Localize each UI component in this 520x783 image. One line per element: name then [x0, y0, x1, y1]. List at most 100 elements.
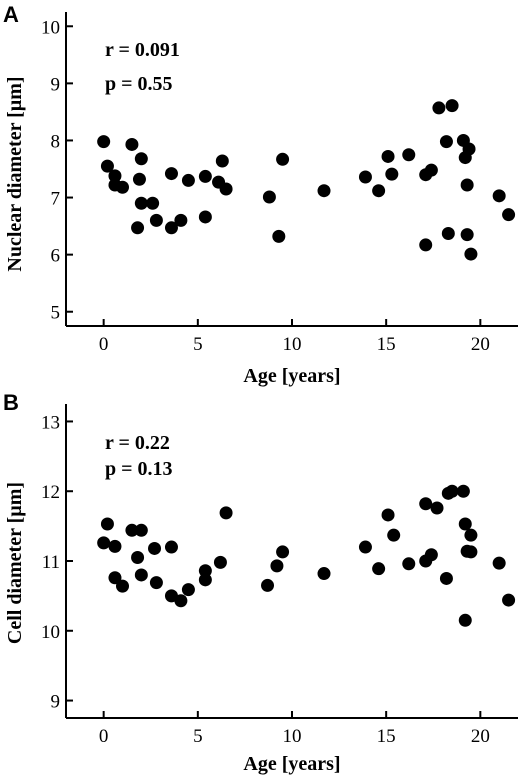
panel-letter-a: A — [3, 2, 19, 27]
data-point — [372, 562, 386, 576]
data-point — [441, 227, 455, 241]
data-point — [198, 564, 212, 578]
data-point — [424, 163, 438, 177]
data-point — [261, 578, 275, 592]
data-point — [460, 228, 474, 242]
y-tick-label: 9 — [51, 74, 61, 95]
data-point — [372, 184, 386, 198]
x-tick-label: 5 — [193, 726, 203, 747]
data-point — [419, 238, 433, 252]
panel-a-ticks: 5 6 7 8 9 10 0 5 10 15 20 — [41, 17, 490, 355]
data-point — [97, 536, 111, 550]
data-point — [116, 180, 129, 194]
panel-b-x-axis-label: Age [years] — [243, 753, 340, 775]
data-point — [445, 99, 459, 113]
panel-a-r-annotation: r = 0.091 — [105, 39, 180, 61]
panel-a: A 5 6 7 8 9 10 0 5 10 15 20 r = 0.091 p = 0.55 Age… — [3, 2, 518, 387]
panel-a-x-axis-label: Age [years] — [243, 365, 340, 387]
data-point — [198, 169, 212, 183]
y-tick-label: 9 — [51, 692, 61, 713]
data-point — [181, 173, 195, 187]
data-point — [149, 576, 163, 590]
panel-a-points — [97, 99, 516, 261]
data-point — [502, 593, 516, 607]
x-tick-label: 0 — [99, 334, 109, 355]
data-point — [460, 178, 474, 192]
data-point — [272, 229, 286, 243]
data-point — [108, 169, 122, 183]
y-tick-label: 7 — [51, 189, 61, 210]
x-tick-label: 15 — [377, 334, 396, 355]
data-point — [439, 571, 453, 585]
panel-b-y-axis-label: Cell diameter [µm] — [4, 482, 26, 644]
data-point — [134, 523, 148, 537]
data-point — [402, 148, 416, 162]
data-point — [458, 517, 472, 531]
data-point — [381, 508, 395, 522]
data-point — [174, 594, 188, 608]
y-tick-label: 10 — [41, 622, 60, 643]
data-point — [108, 539, 122, 553]
data-point — [131, 551, 145, 565]
data-point — [424, 548, 438, 562]
data-point — [317, 567, 331, 581]
data-point — [276, 152, 290, 166]
data-point — [125, 523, 139, 537]
data-point — [100, 159, 114, 173]
data-point — [445, 484, 459, 498]
data-point — [108, 571, 122, 585]
data-point — [317, 184, 331, 198]
data-point — [134, 568, 148, 582]
data-point — [387, 528, 401, 542]
data-point — [439, 135, 453, 149]
y-tick-label: 12 — [41, 482, 60, 503]
data-point — [100, 517, 114, 531]
data-point — [492, 556, 506, 570]
panel-a-y-axis-label: Nuclear diameter [µm] — [4, 76, 26, 271]
data-point — [134, 196, 148, 210]
x-tick-label: 5 — [193, 334, 203, 355]
data-point — [464, 528, 478, 542]
x-tick-label: 10 — [283, 334, 302, 355]
y-tick-label: 11 — [42, 552, 60, 573]
data-point — [181, 583, 195, 597]
y-tick-label: 6 — [51, 246, 61, 267]
panel-b: B 9 10 11 12 13 0 5 10 15 20 r = 0.22 p = 0.13 Ag… — [3, 390, 518, 775]
data-point — [358, 540, 372, 554]
y-tick-label: 10 — [41, 17, 60, 38]
y-tick-label: 8 — [51, 131, 61, 152]
panel-a-p-annotation: p = 0.55 — [105, 73, 173, 95]
x-tick-label: 15 — [377, 726, 396, 747]
x-tick-label: 20 — [471, 726, 490, 747]
x-tick-label: 0 — [99, 726, 109, 747]
x-tick-label: 10 — [283, 726, 302, 747]
data-point — [134, 152, 148, 166]
y-tick-label: 13 — [41, 412, 60, 433]
data-point — [464, 545, 478, 559]
data-point — [419, 497, 433, 511]
data-point — [492, 189, 506, 203]
data-point — [149, 213, 163, 227]
data-point — [132, 172, 146, 186]
data-point — [198, 210, 212, 224]
data-point — [456, 484, 470, 498]
data-point — [215, 154, 229, 168]
data-point — [432, 101, 446, 115]
data-point — [148, 541, 162, 555]
data-point — [198, 573, 212, 587]
data-point — [381, 149, 395, 163]
data-point — [458, 613, 472, 627]
panel-b-p-annotation: p = 0.13 — [105, 458, 173, 480]
data-point — [219, 182, 233, 196]
data-point — [164, 221, 178, 235]
data-point — [385, 167, 399, 181]
data-point — [125, 137, 139, 151]
data-point — [219, 506, 233, 520]
y-tick-label: 5 — [51, 303, 61, 324]
data-point — [174, 213, 188, 227]
data-point — [430, 501, 444, 515]
data-point — [213, 555, 227, 569]
data-point — [131, 221, 145, 235]
data-point — [270, 559, 284, 573]
